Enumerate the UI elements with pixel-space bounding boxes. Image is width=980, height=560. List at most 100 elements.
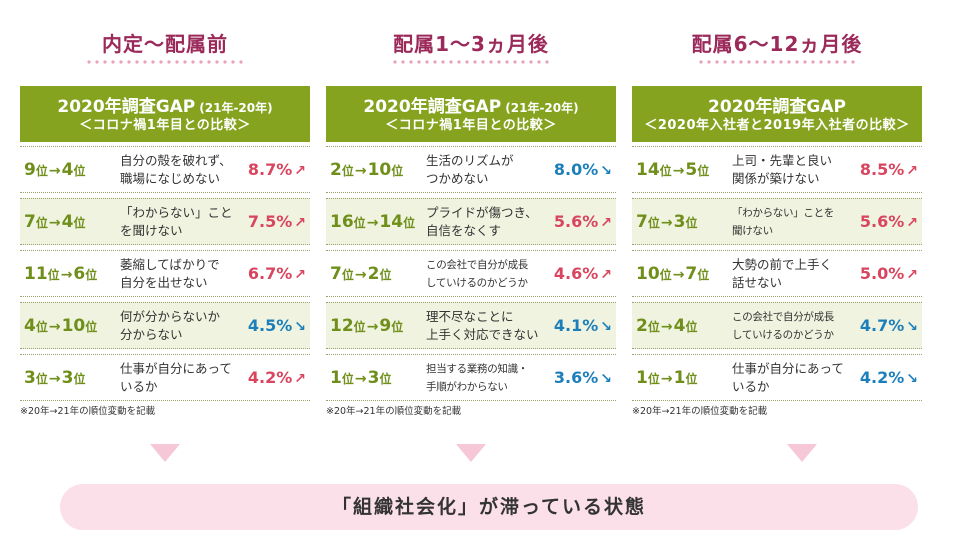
rank-suffix: 位 [403, 216, 416, 230]
gap-value: 8.7% [247, 160, 293, 179]
issue-description: 「わからない」ことを聞けない [120, 204, 246, 242]
rank-to: 4 [61, 160, 74, 180]
ranking-list: 2位→10位 生活のリズムが つかめない 8.0% ↘ 16位→14位 プライドが傷つき、自… [326, 146, 616, 406]
rank-from: 10 [636, 264, 660, 284]
trend-down-icon: ↘ [600, 319, 612, 335]
rank-change: 7位→4位 [24, 199, 120, 244]
rank-change: 2位→4位 [636, 303, 732, 348]
gap-value: 4.1% [553, 316, 599, 335]
rank-suffix: 位 [647, 216, 660, 230]
down-triangle-icon [150, 444, 180, 462]
issue-description: 生活のリズムが つかめない [426, 152, 552, 190]
right-arrow-icon: → [660, 215, 673, 231]
rank-suffix: 位 [341, 268, 354, 282]
dotted-divider [391, 60, 551, 64]
ranking-row: 7位→4位 「わからない」こと を聞けない 7.5% ↗ [20, 198, 310, 245]
right-arrow-icon: → [366, 319, 379, 335]
rank-change: 14位→5位 [636, 147, 732, 192]
ranking-row: 1位→1位 仕事が自分にあって いるか 4.2% ↘ [632, 354, 922, 401]
right-arrow-icon: → [660, 371, 673, 387]
trend-up-icon: ↗ [294, 267, 306, 283]
rank-suffix: 位 [35, 372, 48, 386]
rank-from: 7 [330, 264, 342, 284]
gap-percentage: 5.6% ↗ [554, 199, 612, 244]
gap-value: 8.0% [553, 160, 599, 179]
issue-description-line: 「わからない」こと [120, 205, 233, 220]
rank-change: 9位→4位 [24, 147, 120, 192]
rank-change: 3位→3位 [24, 355, 120, 400]
gap-value: 6.7% [247, 264, 293, 283]
rank-change: 7位→2位 [330, 251, 426, 296]
gap-value: 3.6% [553, 368, 599, 387]
phase-column: 内定〜配属前 2020年調査GAP (21年-20年) ＜コロナ禍1年目との比較＞ 9位… [20, 0, 310, 440]
issue-description: この会社で自分が成長 していけるのかどうか [732, 308, 858, 346]
header-sub: (21年-20年) [505, 101, 579, 115]
issue-description: 担当する業務の知識・ 手順がわからない [426, 360, 552, 398]
issue-description-line: 自信をなくす [426, 223, 502, 238]
rank-suffix: 位 [647, 372, 660, 386]
trend-up-icon: ↗ [600, 267, 612, 283]
gap-percentage: 8.5% ↗ [860, 147, 918, 192]
rank-to: 4 [673, 316, 686, 336]
rank-change: 1位→3位 [330, 355, 426, 400]
ranking-row: 1位→3位 担当する業務の知識・ 手順がわからない 3.6% ↘ [326, 354, 616, 401]
footnote: ※20年→21年の順位変動を記載 [632, 406, 768, 417]
trend-up-icon: ↗ [294, 215, 306, 231]
rank-suffix: 位 [85, 268, 98, 282]
trend-up-icon: ↗ [906, 215, 918, 231]
rank-to: 9 [379, 316, 392, 336]
rank-suffix: 位 [379, 372, 392, 386]
issue-description-line: 仕事が自分にあって [732, 361, 844, 376]
issue-description: 仕事が自分にあって いるか [120, 360, 246, 398]
rank-from: 1 [636, 368, 648, 388]
footnote: ※20年→21年の順位変動を記載 [20, 406, 156, 417]
gap-value: 7.5% [247, 212, 293, 231]
rank-suffix: 位 [685, 216, 698, 230]
issue-description-line: 関係が築けない [732, 171, 820, 186]
issue-description-line: 自分を出せない [120, 275, 208, 290]
issue-description-line: 「わからない」ことを [732, 207, 834, 219]
rank-suffix: 位 [341, 164, 354, 178]
rank-to: 3 [61, 368, 74, 388]
rank-to: 5 [685, 160, 698, 180]
issue-description: 「わからない」ことを聞けない [732, 204, 858, 242]
rank-from: 3 [24, 368, 36, 388]
gap-value: 4.2% [247, 368, 293, 387]
rank-from: 7 [636, 212, 648, 232]
ranking-list: 9位→4位 自分の殻を破れず、 職場になじめない 8.7% ↗ 7位→4位 「わからない」こ… [20, 146, 310, 406]
rank-to: 1 [673, 368, 686, 388]
ranking-row: 7位→3位 「わからない」ことを 聞けない 5.6% ↗ [632, 198, 922, 245]
right-arrow-icon: → [672, 267, 685, 283]
gap-percentage: 4.2% ↘ [860, 355, 918, 400]
issue-description-line: いるか [120, 379, 158, 394]
phase-column: 配属1〜3ヵ月後 2020年調査GAP (21年-20年) ＜コロナ禍1年目との比較＞… [326, 0, 616, 440]
trend-up-icon: ↗ [294, 163, 306, 179]
gap-percentage: 8.7% ↗ [248, 147, 306, 192]
rank-from: 2 [636, 316, 648, 336]
issue-description-line: プライドが傷つき、 [426, 205, 538, 220]
issue-description: 萎縮してばかりで 自分を出せない [120, 256, 246, 294]
issue-description-line: を聞けない [120, 223, 183, 238]
trend-up-icon: ↗ [906, 163, 918, 179]
right-arrow-icon: → [660, 319, 673, 335]
gap-percentage: 4.2% ↗ [248, 355, 306, 400]
rank-from: 4 [24, 316, 36, 336]
header-comparison: ＜2020年入社者と2019年入社者の比較＞ [644, 118, 910, 133]
rank-change: 12位→9位 [330, 303, 426, 348]
trend-down-icon: ↘ [906, 319, 918, 335]
rank-suffix: 位 [379, 268, 392, 282]
down-triangle-icon [787, 444, 817, 462]
issue-description-line: 上手く対応できない [426, 327, 539, 342]
issue-description: 自分の殻を破れず、 職場になじめない [120, 152, 246, 190]
ranking-row: 7位→2位 この会社で自分が成長 していけるのかどうか 4.6% ↗ [326, 250, 616, 297]
gap-value: 5.0% [859, 264, 905, 283]
header-title: 2020年調査GAP [363, 97, 502, 117]
header-comparison: ＜コロナ禍1年目との比較＞ [79, 118, 251, 133]
ranking-row: 3位→3位 仕事が自分にあって いるか 4.2% ↗ [20, 354, 310, 401]
ranking-row: 16位→14位 プライドが傷つき、 自信をなくす 5.6% ↗ [326, 198, 616, 245]
rank-suffix: 位 [35, 320, 48, 334]
rank-suffix: 位 [73, 216, 86, 230]
issue-description-line: 聞けない [732, 225, 773, 237]
rank-suffix: 位 [353, 320, 366, 334]
rank-from: 12 [330, 316, 354, 336]
